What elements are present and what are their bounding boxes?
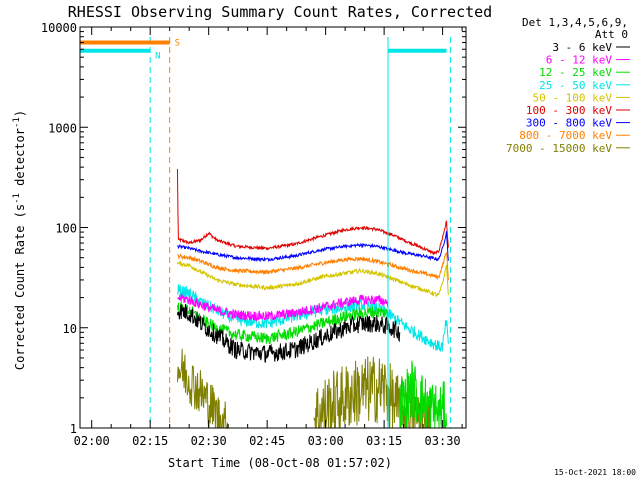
series-line-3-6-kev-7 [176, 304, 401, 363]
legend-label-50-100-kev: 50 - 100 keV [533, 91, 613, 104]
y-tick-label-0: 1 [70, 422, 77, 436]
series-line-300-800-kev-1 [177, 231, 449, 263]
y-tick-label-4: 10000 [41, 21, 77, 35]
flag-label-s: S [175, 39, 180, 49]
y-tick-label-1: 10 [63, 322, 77, 336]
x-tick-label-3: 02:45 [249, 434, 285, 448]
y-axis-label: Corrected Count Rate (s-1 detector-1) [12, 110, 27, 370]
flag-label-n: N [155, 52, 160, 62]
series-line-25-50-kev-4 [176, 284, 449, 352]
x-axis-label: Start Time (08-Oct-08 01:57:02) [168, 456, 392, 470]
x-tick-label-1: 02:15 [132, 434, 168, 448]
series-line-12-25-kev-6 [176, 301, 389, 345]
x-tick-label-0: 02:00 [74, 434, 110, 448]
x-tick-label-4: 03:00 [308, 434, 344, 448]
svg-text:Corrected Count Rate (s-1 dete: Corrected Count Rate (s-1 detector-1) [12, 110, 27, 370]
x-tick-label-5: 03:15 [366, 434, 402, 448]
legend-label-300-800-kev: 300 - 800 keV [526, 117, 612, 130]
legend-label-25-50-kev: 25 - 50 keV [539, 79, 612, 92]
legend-label-12-25-kev: 12 - 25 keV [539, 66, 612, 79]
axes-layer: 02:00 02:15 02:30 02:45 03:00 03:15 03:30 1 10 10… [41, 21, 467, 448]
series-line-100-300-kev-0 [176, 168, 449, 256]
legend-label-7000-15000-kev: 7000 - 15000 keV [506, 142, 612, 155]
y-tick-label-2: 100 [55, 222, 77, 236]
series-layer [176, 168, 449, 430]
legend-label-100-300-kev: 100 - 300 keV [526, 104, 612, 117]
series-line-6-12-kev-5 [177, 293, 389, 322]
x-tick-label-2: 02:30 [191, 434, 227, 448]
legend-header-detectors: Det 1,3,4,5,6,9, [522, 16, 628, 29]
legend-label-800-7000-kev: 800 - 7000 keV [519, 129, 612, 142]
legend-header-attenuator: Att 0 [595, 28, 628, 41]
series-line-800-7000-kev-2 [177, 252, 449, 281]
series-line-12-25-kev-10 [399, 360, 448, 429]
chart-title: RHESSI Observing Summary Count Rates, Co… [68, 3, 492, 21]
x-tick-label-6: 03:30 [425, 434, 461, 448]
footer-timestamp: 15-Oct-2021 18:00 [554, 468, 636, 477]
legend-label-3-6-kev: 3 - 6 keV [552, 41, 612, 54]
series-line-50-100-kev-3 [176, 259, 449, 298]
legend-label-6-12-kev: 6 - 12 keV [546, 54, 613, 67]
y-tick-label-3: 1000 [48, 121, 77, 135]
